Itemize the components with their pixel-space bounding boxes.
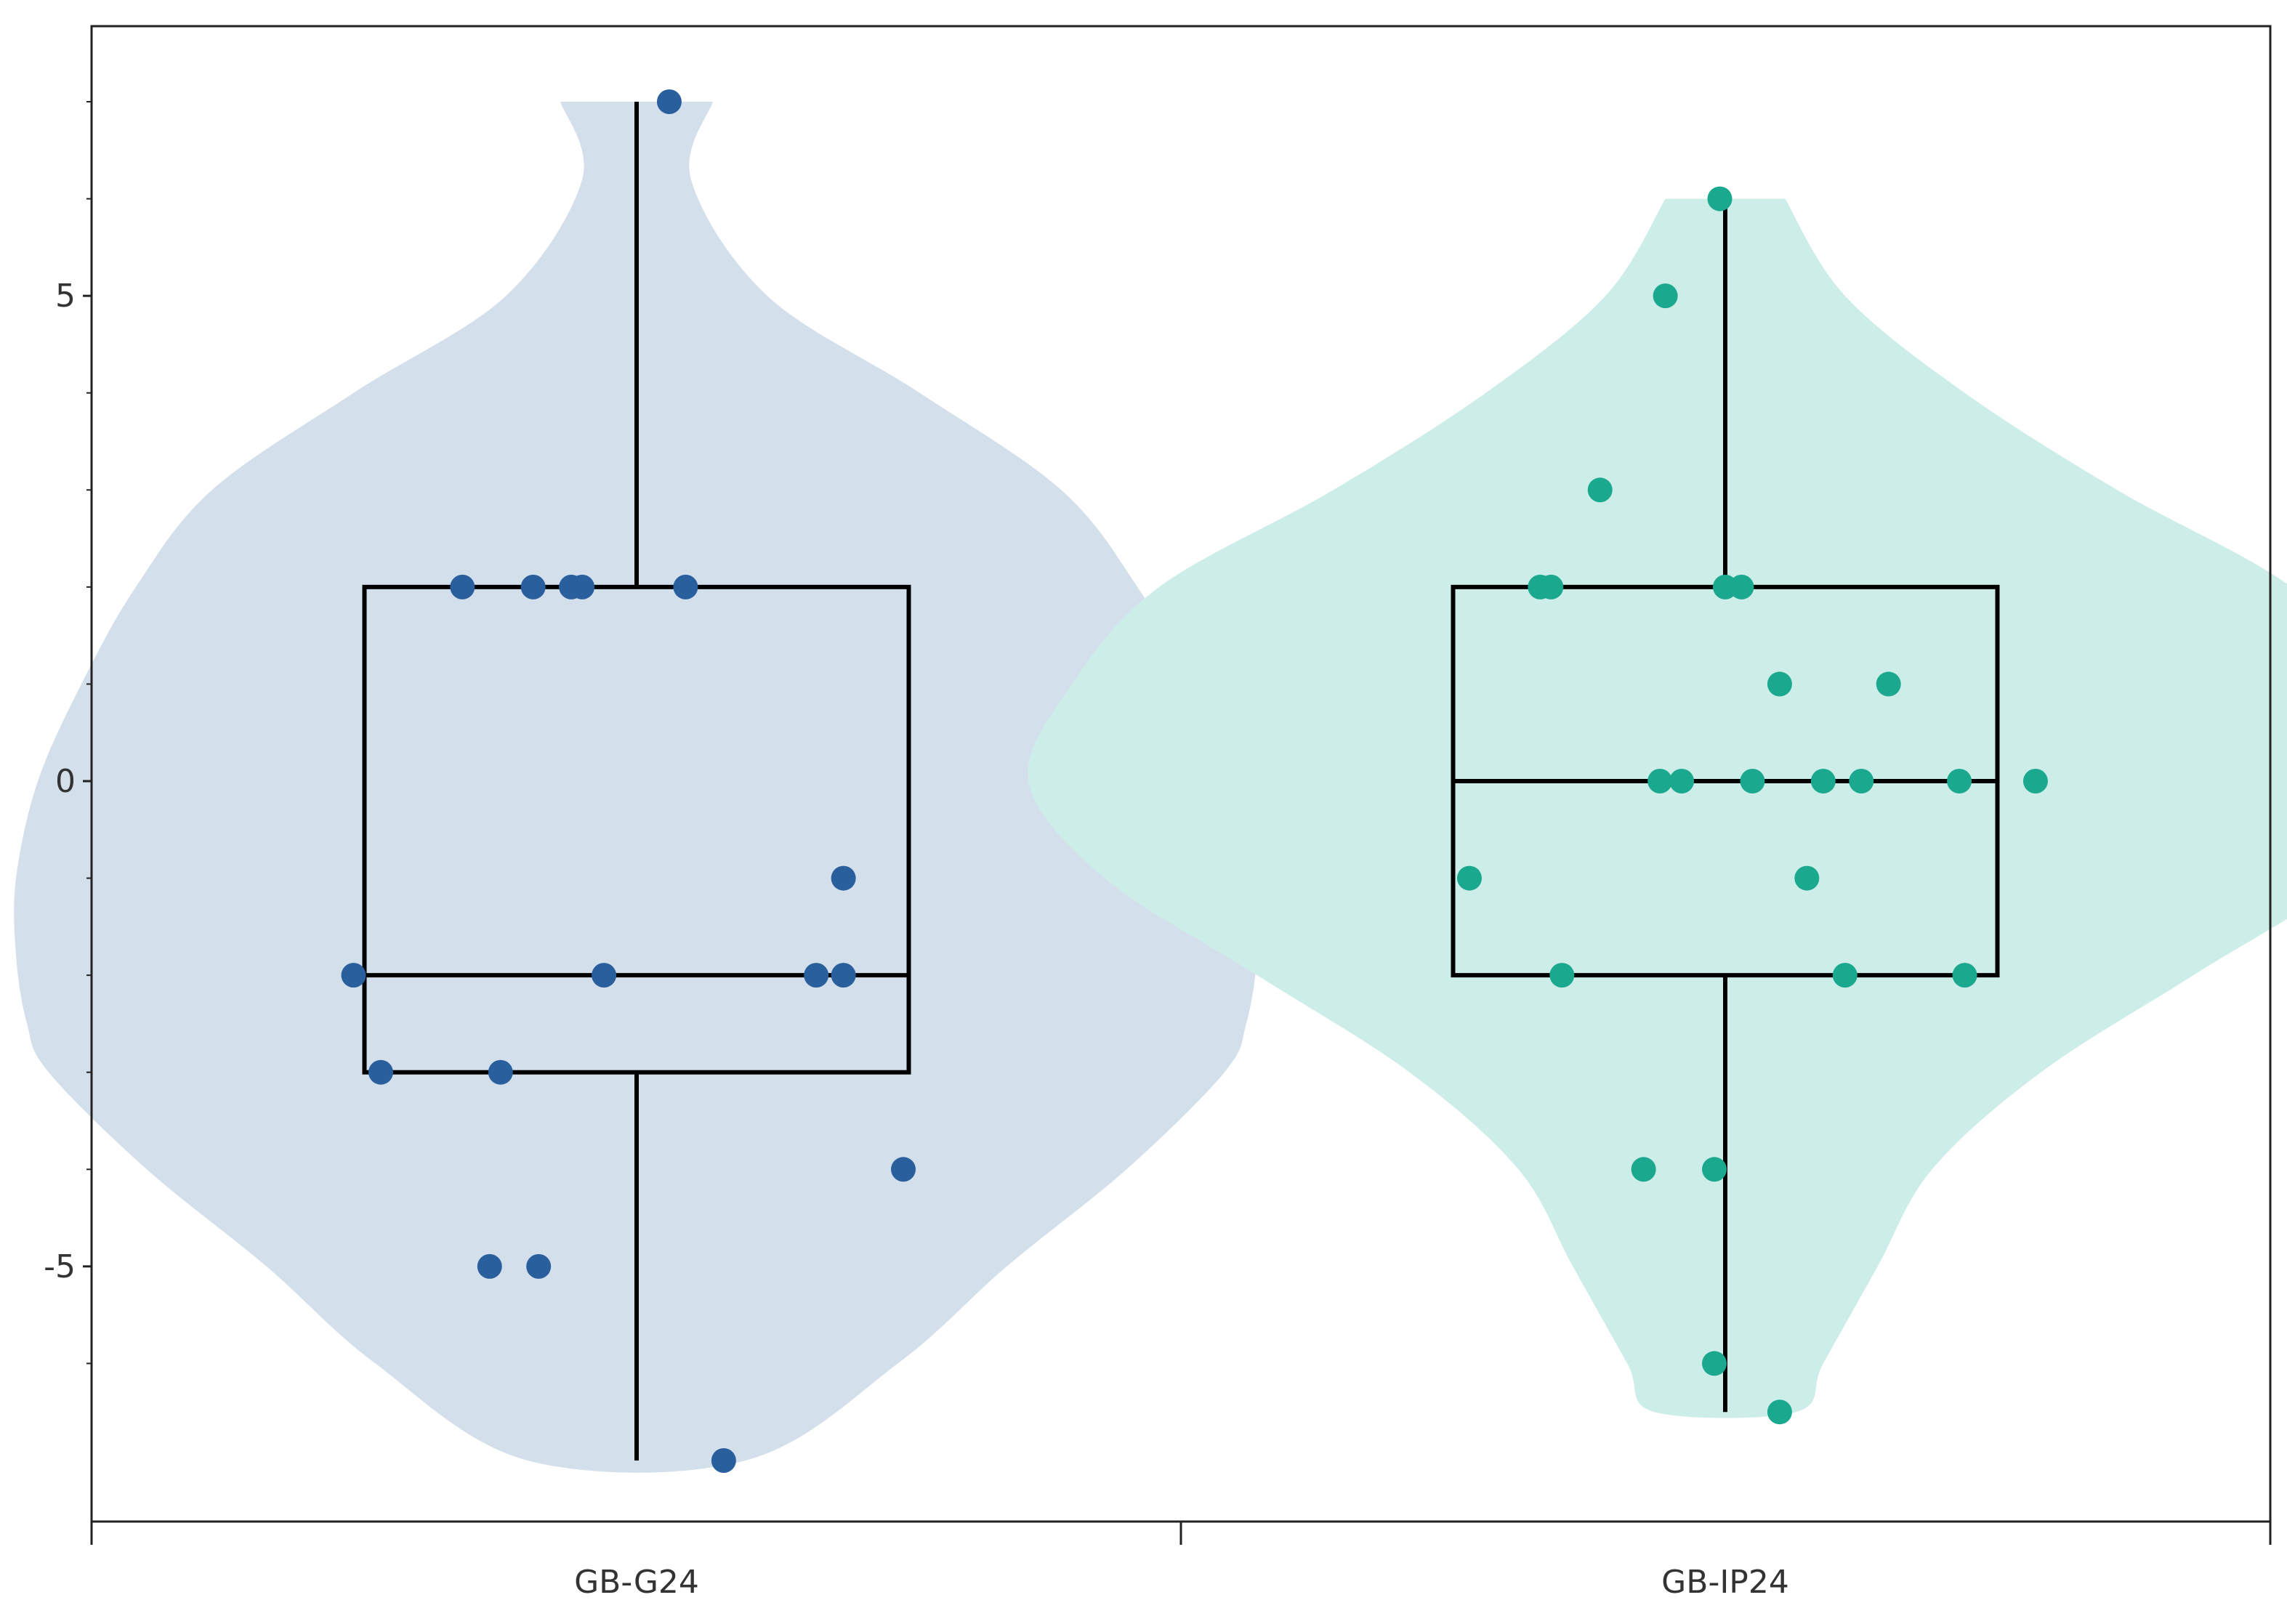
data-point-gb-g24 [520,574,546,599]
axis-layer: -5 0 5 GB-G24 GB-IP24 [44,101,2272,1601]
data-point-gb-ip24 [1832,963,1858,988]
x-category-label: GB-G24 [574,1564,699,1601]
data-point-gb-ip24 [1669,769,1695,793]
data-point-gb-g24 [477,1253,502,1279]
data-point-gb-ip24 [1702,1157,1727,1182]
data-point-gb-g24 [831,963,856,988]
data-point-gb-ip24 [1707,186,1733,211]
data-point-gb-ip24 [1549,963,1575,988]
data-point-gb-ip24 [1947,769,1972,793]
data-point-gb-g24 [891,1157,916,1182]
data-point-gb-g24 [450,574,475,599]
data-point-gb-ip24 [1876,671,1901,697]
violin-gb-g24 [14,102,1259,1473]
data-point-gb-ip24 [1456,865,1482,891]
y-tick-label: 0 [55,763,76,800]
data-point-gb-g24 [656,89,682,114]
box-gb-g24 [362,584,911,1075]
data-point-gb-g24 [368,1059,393,1085]
data-point-gb-ip24 [1631,1157,1656,1182]
data-point-gb-g24 [804,963,829,988]
data-point-gb-ip24 [1810,769,1836,793]
data-point-gb-g24 [488,1059,513,1085]
y-tick-label: 5 [55,278,76,315]
data-point-gb-ip24 [1587,477,1613,503]
data-point-gb-g24 [570,574,595,599]
data-point-gb-g24 [711,1448,736,1473]
y-tick-label: -5 [44,1248,76,1285]
data-point-gb-ip24 [1794,865,1820,891]
data-point-gb-ip24 [1740,769,1765,793]
data-point-gb-g24 [526,1253,552,1279]
data-point-gb-ip24 [1653,283,1678,309]
data-point-gb-ip24 [1767,1399,1792,1425]
data-point-gb-ip24 [2022,769,2048,793]
data-point-gb-ip24 [1647,769,1673,793]
point-layer [341,89,2048,1473]
data-point-gb-ip24 [1849,769,1874,793]
data-point-gb-g24 [673,574,698,599]
data-point-gb-ip24 [1767,671,1792,697]
violin-layer [14,102,2287,1473]
violin-gb-ip24 [1028,198,2287,1418]
x-category-label: GB-IP24 [1661,1564,1789,1601]
data-point-gb-ip24 [1702,1351,1727,1376]
data-point-gb-ip24 [1952,963,1977,988]
data-point-gb-g24 [831,865,856,891]
data-point-gb-ip24 [1538,574,1564,599]
data-point-gb-g24 [592,963,617,988]
data-point-gb-g24 [341,963,366,988]
data-point-gb-ip24 [1729,574,1754,599]
